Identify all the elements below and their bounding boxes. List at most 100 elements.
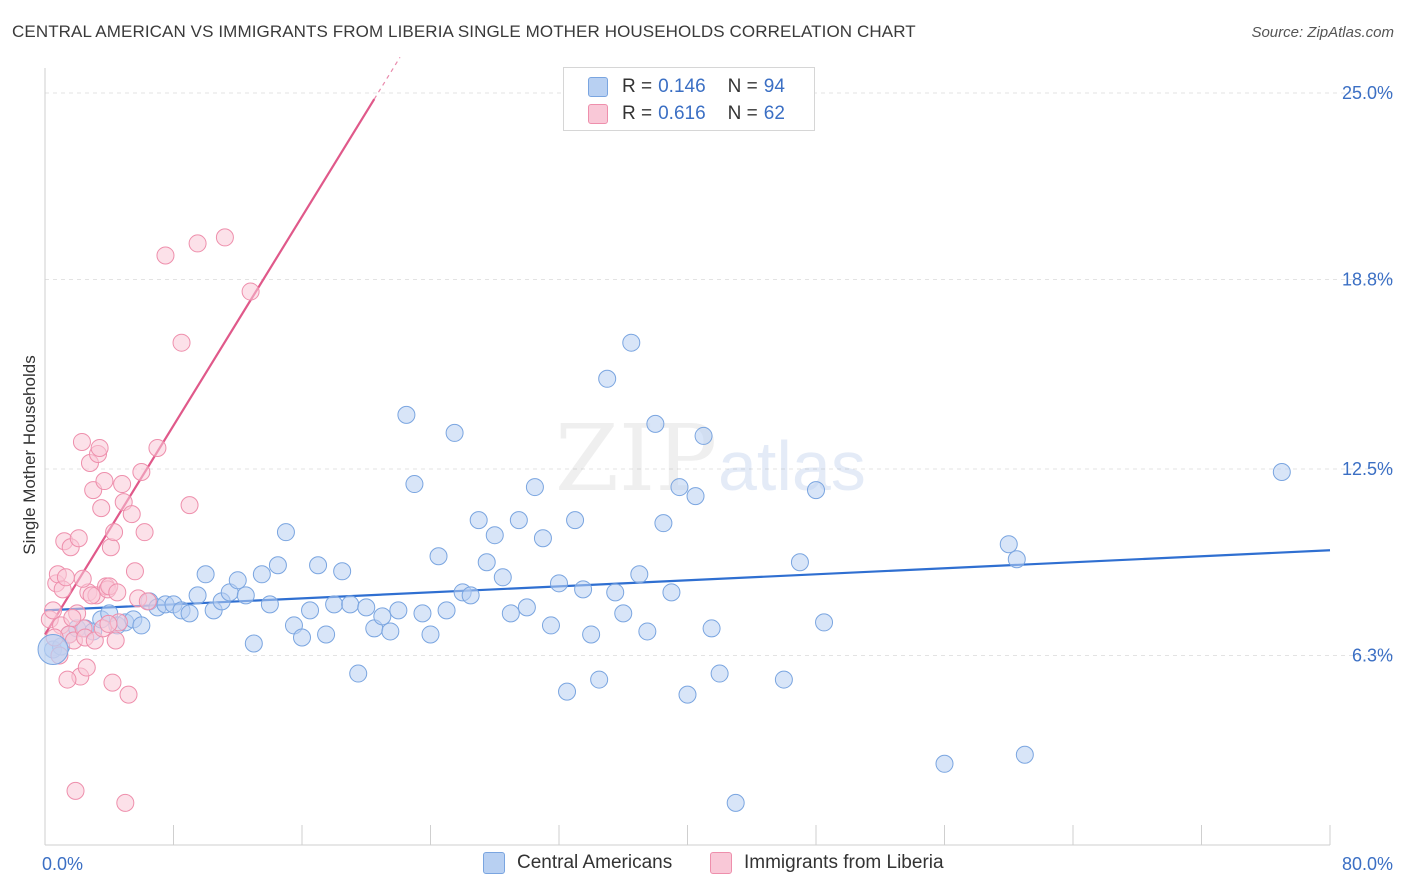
x-tick-label: 80.0%: [1342, 854, 1393, 874]
point-central-americans: [309, 556, 328, 575]
point-central-americans: [670, 478, 689, 497]
point-liberia: [108, 583, 127, 602]
n-label: N =: [727, 76, 758, 97]
legend-swatch-blue: [588, 77, 608, 97]
legend-label-central-americans: Central Americans: [517, 852, 673, 873]
point-liberia: [180, 496, 199, 515]
point-liberia: [44, 601, 63, 620]
point-liberia: [135, 523, 154, 542]
point-liberia: [138, 592, 157, 611]
point-liberia: [103, 673, 122, 692]
point-central-americans: [1007, 550, 1026, 569]
gridlines: [45, 92, 1395, 657]
point-central-americans: [1272, 463, 1291, 482]
point-liberia: [99, 614, 118, 633]
legend-item-liberia[interactable]: Immigrants from Liberia: [710, 852, 944, 874]
point-central-americans: [622, 333, 641, 352]
point-central-americans: [630, 565, 649, 584]
point-central-americans: [132, 616, 151, 635]
point-liberia: [125, 562, 144, 581]
point-liberia: [113, 475, 132, 494]
point-central-americans: [541, 616, 560, 635]
tick-labels: 6.3% 12.5% 18.8% 25.0% 0.0% 80.0%: [42, 83, 1393, 874]
point-central-americans: [341, 595, 360, 614]
point-liberia: [106, 631, 125, 650]
y-tick-label: 12.5%: [1342, 459, 1393, 479]
point-central-americans: [774, 670, 793, 689]
legend-swatch-blue: [483, 852, 505, 874]
point-central-americans: [606, 583, 625, 602]
legend-row-liberia: R = 0.616 N = 62: [588, 103, 785, 125]
point-central-americans: [1015, 745, 1034, 764]
legend-item-central-americans[interactable]: Central Americans: [483, 852, 672, 874]
point-central-americans: [429, 547, 448, 566]
point-central-americans: [485, 526, 504, 545]
point-central-americans: [678, 685, 697, 704]
point-liberia: [82, 586, 101, 605]
point-central-americans: [357, 598, 376, 617]
point-central-americans: [582, 625, 601, 644]
r-label: R =: [622, 103, 653, 124]
point-central-americans: [790, 553, 809, 572]
point-central-americans: [389, 601, 408, 620]
point-central-americans: [188, 586, 207, 605]
point-central-americans: [654, 514, 673, 533]
trend-line-central-americans: [44, 549, 1331, 612]
point-liberia: [156, 246, 175, 265]
point-central-americans: [293, 628, 311, 647]
point-central-americans: [180, 604, 199, 623]
point-liberia: [215, 228, 234, 247]
trend-line-liberia: [44, 98, 376, 636]
point-central-americans: [638, 622, 657, 641]
point-central-americans: [196, 565, 215, 584]
n-label: N =: [727, 103, 758, 124]
series-legend: Central Americans Immigrants from Liberi…: [0, 852, 1406, 878]
y-tick-label: 6.3%: [1352, 646, 1393, 666]
axes: [44, 68, 1331, 846]
point-central-americans: [405, 475, 424, 494]
legend-row-central-americans: R = 0.146 N = 94: [588, 76, 785, 98]
point-central-americans: [999, 535, 1018, 554]
point-central-americans: [590, 670, 609, 689]
point-central-americans: [598, 369, 617, 388]
point-liberia: [188, 234, 207, 253]
point-central-americans: [574, 580, 593, 599]
y-tick-label: 25.0%: [1342, 83, 1393, 103]
point-central-americans: [525, 478, 544, 497]
point-central-americans: [276, 523, 295, 542]
source-label: Source: ZipAtlas.com: [1251, 24, 1394, 41]
point-liberia: [148, 438, 167, 457]
point-central-americans: [397, 405, 416, 424]
point-central-americans: [252, 565, 271, 584]
point-central-americans: [244, 634, 263, 653]
point-central-americans: [301, 601, 320, 620]
y-axis-title: Single Mother Households: [20, 355, 39, 554]
chart-title: CENTRAL AMERICAN VS IMMIGRANTS FROM LIBE…: [12, 22, 916, 41]
point-liberia: [66, 781, 85, 800]
point-liberia: [132, 463, 151, 482]
point-central-americans: [702, 619, 721, 638]
point-central-americans: [815, 613, 834, 632]
point-central-americans: [445, 423, 464, 442]
point-central-americans: [373, 607, 392, 626]
point-central-americans: [421, 625, 440, 644]
point-central-americans: [517, 598, 536, 617]
point-central-americans: [935, 754, 954, 773]
watermark-atlas: atlas: [718, 427, 866, 505]
point-central-americans: [228, 571, 247, 590]
point-central-americans: [236, 586, 255, 605]
point-liberia: [90, 438, 109, 457]
point-liberia: [122, 505, 141, 524]
point-central-americans: [550, 574, 568, 593]
point-central-americans: [807, 481, 825, 500]
r-value-pink: 0.616: [658, 103, 706, 124]
correlation-legend: R = 0.146 N = 94 R = 0.616 N = 62: [563, 67, 815, 131]
point-liberia: [69, 529, 88, 548]
point-liberia: [95, 472, 114, 491]
point-liberia: [77, 658, 96, 677]
trend-lines: [44, 56, 1331, 636]
point-liberia: [172, 333, 191, 352]
point-central-americans: [566, 511, 585, 530]
y-tick-label: 18.8%: [1342, 270, 1393, 290]
